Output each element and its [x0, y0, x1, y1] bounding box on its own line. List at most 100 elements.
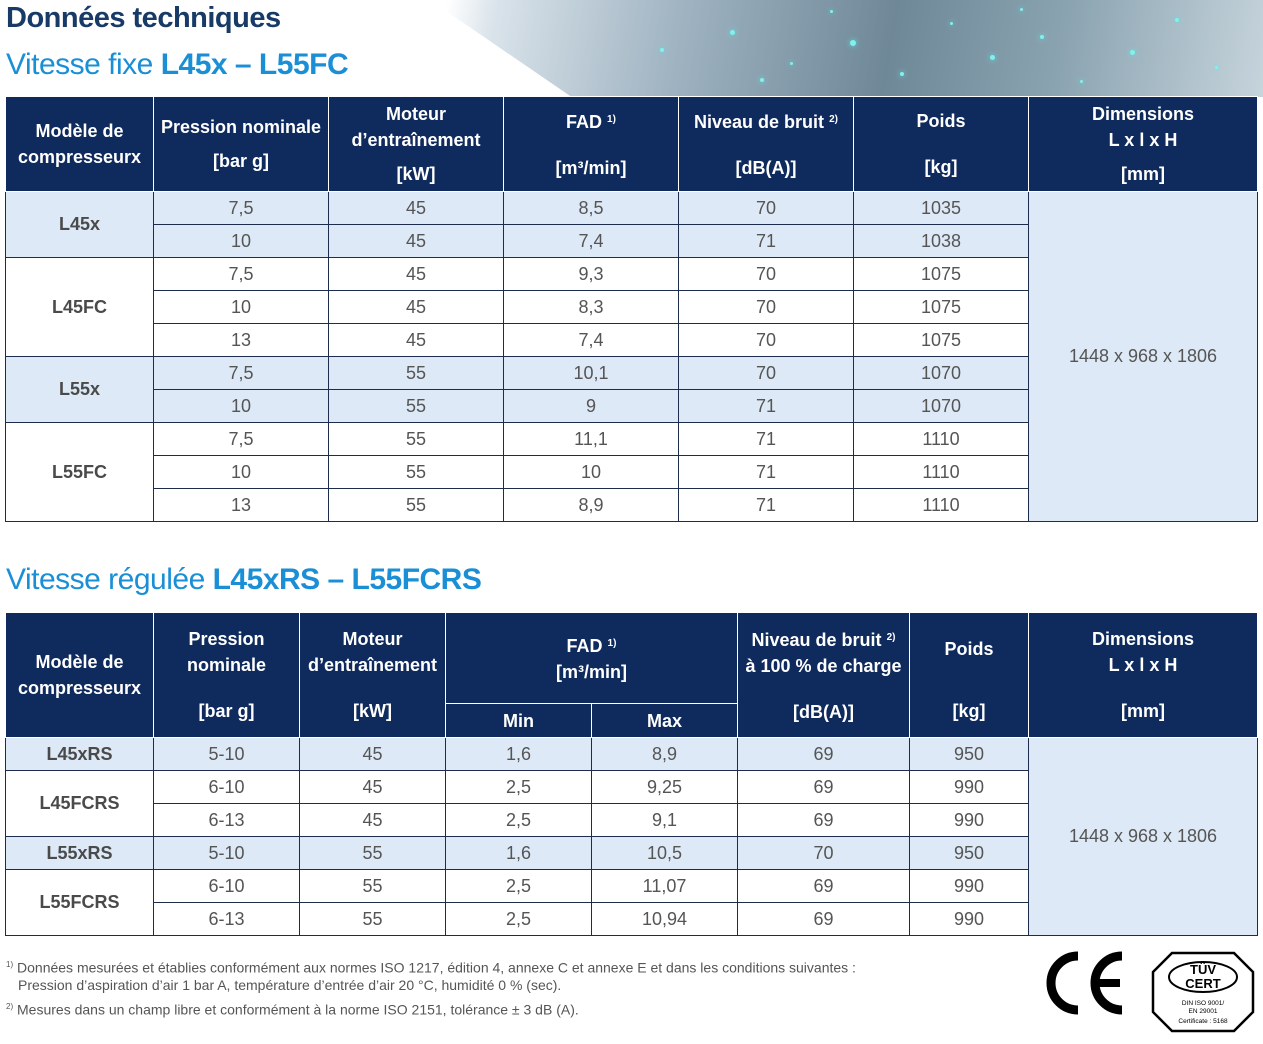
table-cell: 71 — [678, 224, 854, 258]
table-cell: 55 — [299, 869, 446, 903]
table-cell: 69 — [737, 803, 910, 837]
table-row: L55FC 7,5 55 11,1 71 1110 — [5, 422, 1258, 522]
table-cell: 990 — [909, 869, 1029, 903]
table-cell: 70 — [678, 257, 854, 291]
tuv-cert-logo: TÜV CERT DIN ISO 9001/ EN 29001 Certific… — [1151, 951, 1255, 1033]
table-cell: 9,3 — [503, 257, 679, 291]
table-cell: 1075 — [853, 290, 1029, 324]
dimensions-cell: 1448 x 968 x 1806 — [1028, 737, 1258, 936]
svg-text:EN 29001: EN 29001 — [1189, 1008, 1218, 1015]
table-row: 13 55 8,9 71 1110 — [6, 488, 1258, 522]
table-cell: 1110 — [853, 455, 1029, 489]
table-cell: 70 — [678, 191, 854, 225]
header-decoration — [430, 0, 1263, 97]
table-cell: 71 — [678, 488, 854, 522]
table-cell: 9,25 — [591, 770, 738, 804]
col-pressure-header: Pression nominale [bar g] — [153, 96, 329, 192]
table-cell: 55 — [328, 389, 504, 423]
table-cell: 1075 — [853, 257, 1029, 291]
table-cell: 8,9 — [591, 737, 738, 771]
regulated-speed-table: Modèle de compresseurx Pression nominale… — [5, 612, 1258, 936]
table-cell: 45 — [299, 770, 446, 804]
col-fad-header: FAD 1) [m³/min] — [503, 96, 679, 192]
col-fad-max-header: Max — [591, 703, 738, 738]
table-cell: 55 — [328, 422, 504, 456]
table-cell: 9 — [503, 389, 679, 423]
table-cell: 70 — [678, 356, 854, 390]
col-fad-header: FAD 1) [m³/min] — [445, 612, 738, 704]
table-cell: 69 — [737, 770, 910, 804]
table-cell: 1,6 — [445, 836, 592, 870]
regulated-speed-title: Vitesse régulée L45xRS – L55FCRS — [6, 563, 482, 597]
svg-text:DIN ISO 9001/: DIN ISO 9001/ — [1182, 1000, 1224, 1007]
col-model-header: Modèle de compresseurx — [5, 96, 154, 192]
table-cell: 71 — [678, 455, 854, 489]
table-cell: 55 — [328, 455, 504, 489]
table-cell: 55 — [328, 488, 504, 522]
col-fad-min-header: Min — [445, 703, 592, 738]
table-cell: 9,1 — [591, 803, 738, 837]
table-cell: 11,07 — [591, 869, 738, 903]
table-cell: 69 — [737, 902, 910, 936]
table-cell: 70 — [678, 323, 854, 357]
svg-text:CERT: CERT — [1185, 976, 1220, 991]
table-row: L55FCRS 6-10 55 2,5 11,07 69 990 — [5, 869, 1258, 936]
regulated-title-prefix: Vitesse régulée — [6, 563, 213, 596]
table-cell: 13 — [153, 488, 329, 522]
footnote-1: 1) Données mesurées et établies conformé… — [6, 959, 856, 993]
table-row: 13 45 7,4 70 1075 — [6, 323, 1258, 357]
fixed-speed-title: Vitesse fixe L45x – L55FC — [6, 48, 349, 82]
col-dimensions-header: Dimensions L x l x H [mm] — [1028, 96, 1258, 192]
model-name-cell: L45x — [5, 191, 154, 258]
svg-text:TÜV: TÜV — [1190, 962, 1216, 977]
table-cell: 8,5 — [503, 191, 679, 225]
dimensions-cell: 1448 x 968 x 1806 — [1028, 191, 1258, 522]
col-dimensions-header: Dimensions L x l x H [mm] — [1028, 612, 1258, 738]
table-row: 10 45 7,4 71 1038 — [6, 224, 1258, 258]
col-weight-header: Poids [kg] — [909, 612, 1029, 738]
fixed-speed-table: Modèle de compresseurx Pression nominale… — [5, 96, 1258, 522]
table-cell: 71 — [678, 422, 854, 456]
table-cell: 7,5 — [153, 356, 329, 390]
table-cell: 8,9 — [503, 488, 679, 522]
model-name-cell: L45FC — [5, 257, 154, 357]
table-cell: 45 — [328, 224, 504, 258]
table-cell: 55 — [299, 836, 446, 870]
table-cell: 990 — [909, 902, 1029, 936]
table-cell: 45 — [328, 290, 504, 324]
col-motor-header: Moteur d’entraînement [kW] — [299, 612, 446, 738]
table-cell: 10 — [153, 389, 329, 423]
table-cell: 10 — [153, 224, 329, 258]
table-cell: 6-10 — [153, 869, 300, 903]
table-cell: 45 — [299, 737, 446, 771]
table-cell: 1070 — [853, 389, 1029, 423]
table-cell: 8,3 — [503, 290, 679, 324]
table-cell: 10,94 — [591, 902, 738, 936]
table-cell: 45 — [299, 803, 446, 837]
table-cell: 5-10 — [153, 737, 300, 771]
model-name-cell: L45xRS — [5, 737, 154, 771]
table-cell: 71 — [678, 389, 854, 423]
table-row: L45xRS 5-10 45 1,6 8,9 69 950 1448 x 968 x 1806 — [5, 737, 1258, 936]
table-cell: 950 — [909, 737, 1029, 771]
table-cell: 1070 — [853, 356, 1029, 390]
table-cell: 45 — [328, 323, 504, 357]
table-cell: 11,1 — [503, 422, 679, 456]
table-row: L55xRS 5-10 55 1,6 10,5 70 950 — [5, 836, 1258, 870]
table-row: L55x 7,5 55 10,1 70 1070 — [5, 356, 1258, 423]
col-model-header: Modèle de compresseurx — [5, 612, 154, 738]
table-cell: 5-10 — [153, 836, 300, 870]
table-cell: 70 — [737, 836, 910, 870]
regulated-title-models: L45xRS – L55FCRS — [212, 563, 482, 596]
table-cell: 69 — [737, 737, 910, 771]
model-name-cell: L55FCRS — [5, 869, 154, 936]
fixed-title-prefix: Vitesse fixe — [6, 48, 161, 81]
table-cell: 1110 — [853, 422, 1029, 456]
table-cell: 45 — [328, 257, 504, 291]
table-cell: 7,5 — [153, 257, 329, 291]
table-row: 10 45 8,3 70 1075 — [6, 290, 1258, 324]
model-name-cell: L45FCRS — [5, 770, 154, 837]
fixed-speed-table-body: L45x 7,5 45 8,5 70 1035 1448 x 968 x 1806 10 45 7… — [5, 191, 1258, 522]
model-name-cell: L55x — [5, 356, 154, 423]
table-cell: 10 — [153, 455, 329, 489]
